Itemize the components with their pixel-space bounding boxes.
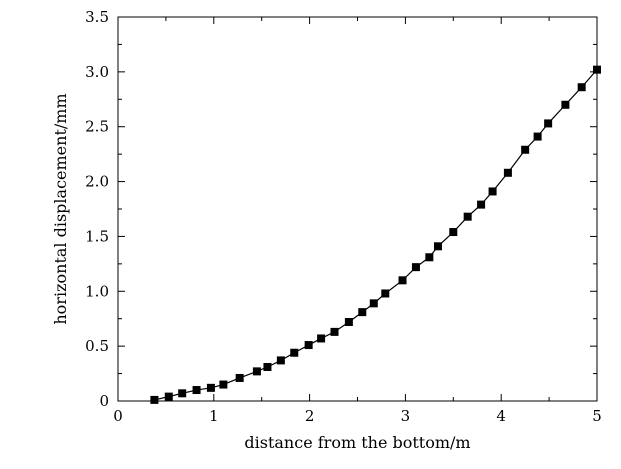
data-point <box>192 386 201 395</box>
data-point <box>304 341 313 350</box>
tick-label-layer: 0 1 2 3 4 5 0 0.5 1.0 1.5 2.0 2.5 3.0 3.5 <box>85 8 602 425</box>
data-point <box>411 263 420 272</box>
y-tick-label: 1.0 <box>85 282 109 300</box>
y-tick-label: 2.5 <box>85 118 109 136</box>
x-tick-label: 4 <box>496 407 506 425</box>
data-point <box>369 299 378 308</box>
x-tick-label: 0 <box>113 407 123 425</box>
data-point <box>381 289 390 298</box>
data-point <box>235 373 244 382</box>
x-tick-label: 3 <box>401 407 411 425</box>
x-tick-label: 1 <box>209 407 219 425</box>
data-point <box>463 212 472 221</box>
data-point <box>433 242 442 251</box>
data-point <box>330 327 339 336</box>
y-tick-label: 3.5 <box>85 8 109 26</box>
data-point <box>358 308 367 317</box>
data-point <box>290 348 299 357</box>
data-point <box>577 83 586 92</box>
data-point <box>178 389 187 398</box>
data-point <box>252 367 261 376</box>
data-point <box>150 395 159 404</box>
data-point <box>425 253 434 262</box>
x-tick-label: 5 <box>592 407 602 425</box>
data-point <box>344 318 353 327</box>
data-point <box>488 187 497 196</box>
data-point <box>503 168 512 177</box>
data-point <box>219 380 228 389</box>
data-point <box>533 132 542 141</box>
data-point <box>449 228 458 237</box>
x-axis-label: distance from the bottom/m <box>244 433 470 452</box>
y-axis-label: horizontal displacement/mm <box>51 93 70 324</box>
y-tick-label: 2.0 <box>85 173 109 191</box>
data-point <box>317 334 326 343</box>
data-point <box>263 362 272 371</box>
plot-frame <box>117 16 598 402</box>
x-tick-label: 2 <box>305 407 315 425</box>
data-point <box>561 100 570 109</box>
y-tick-label: 0.5 <box>85 337 109 355</box>
data-point <box>164 392 173 401</box>
y-tick-label: 3.0 <box>85 63 109 81</box>
data-point <box>276 356 285 365</box>
data-point <box>206 383 215 392</box>
y-tick-label: 0 <box>99 392 109 410</box>
y-tick-label: 1.5 <box>85 227 109 245</box>
data-point <box>398 276 407 285</box>
data-point <box>477 200 486 209</box>
plot-layer <box>150 65 601 404</box>
data-point <box>521 145 530 154</box>
data-point <box>544 119 553 128</box>
